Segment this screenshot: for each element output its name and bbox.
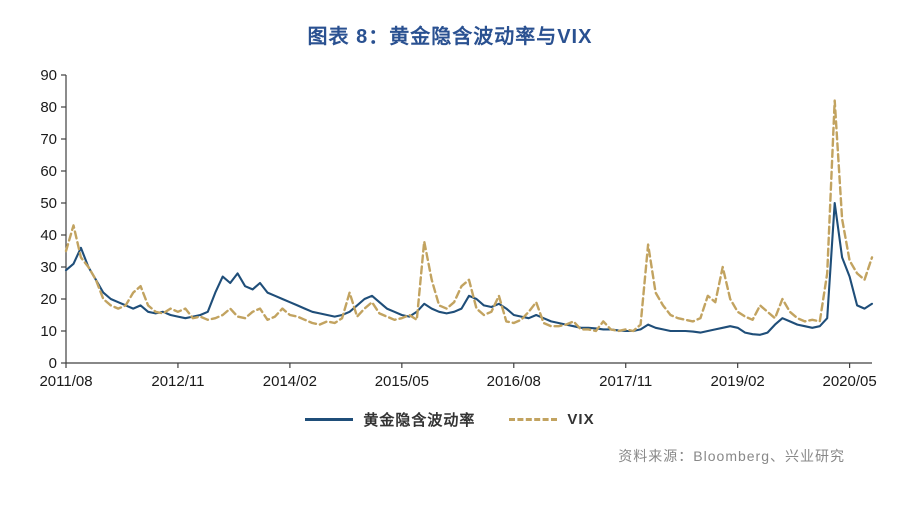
source-note: 资料来源：Bloomberg、兴业研究 — [618, 448, 845, 464]
svg-text:70: 70 — [40, 131, 57, 148]
chart-area: 0 10 20 30 40 50 60 70 80 90 2011/08 2012/11 2014/02… — [12, 63, 892, 404]
chart-title: 图表 8：黄金隐含波动率与VIX — [307, 26, 593, 48]
legend-item-gold-iv: 黄金隐含波动率 — [305, 409, 475, 430]
svg-text:30: 30 — [40, 259, 57, 276]
svg-text:20: 20 — [40, 291, 57, 308]
svg-text:2017/11: 2017/11 — [599, 373, 652, 390]
line-chart: 0 10 20 30 40 50 60 70 80 90 2011/08 2012/11 2014/02… — [39, 67, 876, 390]
svg-text:2014/02: 2014/02 — [263, 373, 317, 390]
legend: 黄金隐含波动率 VIX — [0, 406, 900, 432]
svg-text:2015/05: 2015/05 — [375, 373, 429, 390]
svg-text:2020/05: 2020/05 — [822, 373, 876, 390]
svg-text:2016/08: 2016/08 — [487, 373, 541, 390]
svg-text:50: 50 — [40, 195, 57, 212]
svg-text:60: 60 — [40, 163, 57, 180]
legend-label-gold-iv: 黄金隐含波动率 — [363, 411, 476, 429]
legend-item-vix: VIX — [509, 411, 594, 428]
svg-text:2019/02: 2019/02 — [711, 373, 765, 390]
svg-text:80: 80 — [40, 99, 57, 116]
svg-text:2011/08: 2011/08 — [39, 373, 92, 390]
svg-text:0: 0 — [49, 355, 57, 372]
svg-text:40: 40 — [40, 227, 57, 244]
svg-text:2012/11: 2012/11 — [151, 373, 204, 390]
vix-line-swatch — [509, 417, 558, 421]
legend-label-vix: VIX — [567, 410, 595, 428]
svg-text:90: 90 — [40, 67, 57, 84]
gold-iv-line-swatch — [305, 417, 354, 421]
svg-text:10: 10 — [40, 323, 57, 340]
